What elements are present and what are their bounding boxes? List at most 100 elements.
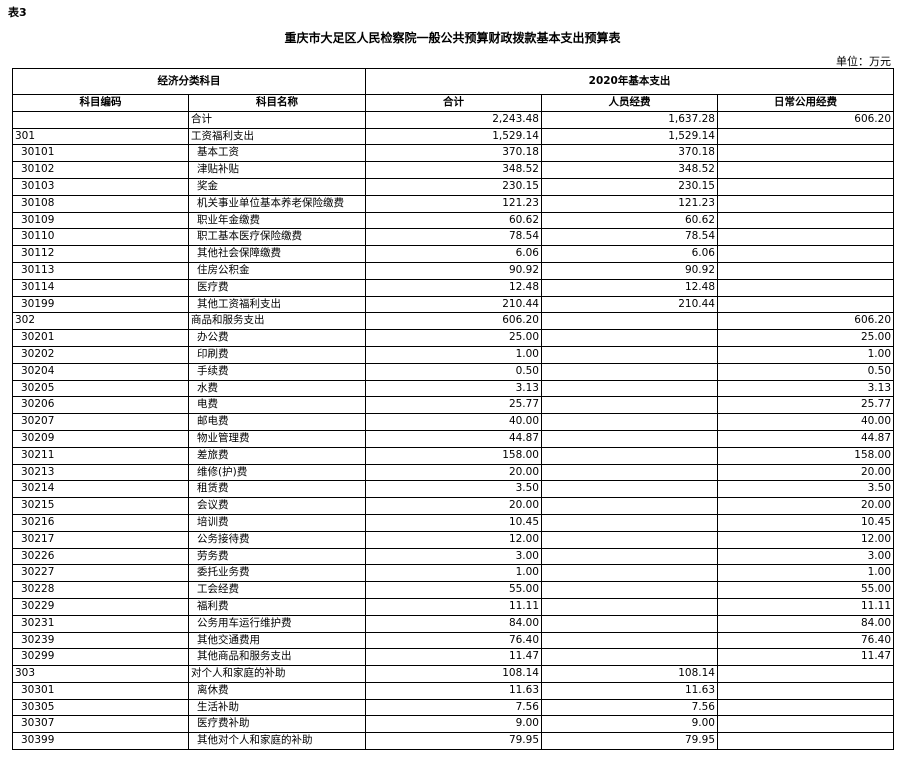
cell-public bbox=[716, 161, 895, 179]
cell-code: 30112 bbox=[12, 245, 189, 263]
cell-name: 租赁费 bbox=[188, 480, 366, 499]
table-row: 30231 公务用车运行维护费 84.00 84.00 bbox=[12, 614, 895, 633]
table-row: 30217 公务接待费 12.00 12.00 bbox=[12, 530, 895, 549]
cell-code: 30213 bbox=[12, 463, 189, 482]
cell-public bbox=[716, 665, 895, 683]
cell-total: 3.50 bbox=[365, 480, 542, 499]
cell-total: 90.92 bbox=[365, 261, 542, 280]
column-header: 人员经费 bbox=[541, 94, 718, 112]
cell-code: 30301 bbox=[12, 681, 189, 700]
cell-personnel bbox=[541, 581, 718, 599]
cell-personnel bbox=[541, 312, 718, 331]
table-row: 30299 其他商品和服务支出 11.47 11.47 bbox=[12, 648, 895, 667]
cell-personnel bbox=[541, 614, 718, 633]
cell-personnel bbox=[541, 564, 718, 583]
table-row: 301 工资福利支出 1,529.14 1,529.14 bbox=[12, 127, 895, 146]
cell-total: 44.87 bbox=[365, 429, 542, 448]
cell-name: 培训费 bbox=[188, 513, 366, 532]
cell-personnel bbox=[541, 497, 718, 515]
cell-public: 158.00 bbox=[716, 446, 895, 465]
cell-name: 差旅费 bbox=[188, 446, 366, 465]
cell-public bbox=[716, 211, 895, 230]
cell-public bbox=[716, 194, 895, 213]
column-header: 科目编码 bbox=[12, 94, 189, 112]
cell-personnel bbox=[541, 648, 718, 667]
cell-total: 6.06 bbox=[365, 245, 542, 263]
cell-name: 其他商品和服务支出 bbox=[188, 648, 366, 667]
cell-total: 25.77 bbox=[365, 396, 542, 415]
table-row: 30305 生活补助 7.56 7.56 bbox=[12, 698, 895, 717]
cell-name: 办公费 bbox=[188, 329, 366, 347]
table-row: 30213 维修(护)费 20.00 20.00 bbox=[12, 463, 895, 482]
cell-personnel: 210.44 bbox=[541, 295, 718, 314]
cell-public: 76.40 bbox=[716, 631, 895, 650]
cell-public: 3.00 bbox=[716, 547, 895, 566]
cell-total: 10.45 bbox=[365, 513, 542, 532]
cell-name: 其他工资福利支出 bbox=[188, 295, 366, 314]
cell-personnel bbox=[541, 530, 718, 549]
table-row: 30307 医疗费补助 9.00 9.00 bbox=[12, 715, 895, 734]
cell-personnel: 9.00 bbox=[541, 715, 718, 734]
table-row: 30216 培训费 10.45 10.45 bbox=[12, 513, 895, 532]
cell-name: 医疗费 bbox=[188, 278, 366, 297]
cell-code: 30101 bbox=[12, 144, 189, 163]
cell-code: 30231 bbox=[12, 614, 189, 633]
cell-name: 商品和服务支出 bbox=[188, 312, 366, 331]
cell-public: 44.87 bbox=[716, 429, 895, 448]
cell-name: 邮电费 bbox=[188, 413, 366, 431]
cell-code: 30199 bbox=[12, 295, 189, 314]
cell-total: 55.00 bbox=[365, 581, 542, 599]
unit: 单位：万元 bbox=[836, 55, 891, 68]
cell-public: 84.00 bbox=[716, 614, 895, 633]
cell-public: 20.00 bbox=[716, 463, 895, 482]
cell-name: 职工基本医疗保险缴费 bbox=[188, 228, 366, 247]
cell-name: 维修(护)费 bbox=[188, 463, 366, 482]
cell-total: 1.00 bbox=[365, 564, 542, 583]
cell-name: 其他对个人和家庭的补助 bbox=[188, 732, 366, 751]
cell-code bbox=[12, 110, 189, 129]
cell-public: 0.50 bbox=[716, 362, 895, 381]
cell-name: 公务用车运行维护费 bbox=[188, 614, 366, 633]
cell-name: 机关事业单位基本养老保险缴费 bbox=[188, 194, 366, 213]
table-row: 30214 租赁费 3.50 3.50 bbox=[12, 480, 895, 499]
cell-code: 30239 bbox=[12, 631, 189, 650]
table-row: 合计 2,243.48 1,637.28 606.20 bbox=[12, 110, 895, 129]
cell-code: 30228 bbox=[12, 581, 189, 599]
cell-public: 25.77 bbox=[716, 396, 895, 415]
cell-personnel bbox=[541, 631, 718, 650]
table-row: 30207 邮电费 40.00 40.00 bbox=[12, 413, 895, 431]
cell-public bbox=[716, 261, 895, 280]
cell-personnel bbox=[541, 597, 718, 616]
cell-total: 1,529.14 bbox=[365, 127, 542, 146]
cell-personnel bbox=[541, 547, 718, 566]
cell-code: 30206 bbox=[12, 396, 189, 415]
cell-name: 其他交通费用 bbox=[188, 631, 366, 650]
cell-public bbox=[716, 732, 895, 751]
table-row: 30201 办公费 25.00 25.00 bbox=[12, 329, 895, 347]
cell-public: 3.50 bbox=[716, 480, 895, 499]
table-row: 30204 手续费 0.50 0.50 bbox=[12, 362, 895, 381]
table-row: 30108 机关事业单位基本养老保险缴费 121.23 121.23 bbox=[12, 194, 895, 213]
cell-name: 公务接待费 bbox=[188, 530, 366, 549]
cell-personnel bbox=[541, 513, 718, 532]
table-row: 30211 差旅费 158.00 158.00 bbox=[12, 446, 895, 465]
cell-name: 物业管理费 bbox=[188, 429, 366, 448]
cell-personnel: 11.63 bbox=[541, 681, 718, 700]
table-row: 30114 医疗费 12.48 12.48 bbox=[12, 278, 895, 297]
cell-public: 40.00 bbox=[716, 413, 895, 431]
table-row: 30103 奖金 230.15 230.15 bbox=[12, 177, 895, 196]
table-row: 303 对个人和家庭的补助 108.14 108.14 bbox=[12, 665, 895, 683]
cell-name: 住房公积金 bbox=[188, 261, 366, 280]
cell-total: 210.44 bbox=[365, 295, 542, 314]
table-row: 30112 其他社会保障缴费 6.06 6.06 bbox=[12, 245, 895, 263]
cell-total: 76.40 bbox=[365, 631, 542, 650]
cell-code: 30113 bbox=[12, 261, 189, 280]
table-row: 30399 其他对个人和家庭的补助 79.95 79.95 bbox=[12, 732, 895, 751]
cell-name: 工会经费 bbox=[188, 581, 366, 599]
cell-total: 3.13 bbox=[365, 379, 542, 398]
cell-personnel bbox=[541, 379, 718, 398]
cell-public: 11.47 bbox=[716, 648, 895, 667]
cell-name: 基本工资 bbox=[188, 144, 366, 163]
cell-personnel: 348.52 bbox=[541, 161, 718, 179]
cell-total: 2,243.48 bbox=[365, 110, 542, 129]
